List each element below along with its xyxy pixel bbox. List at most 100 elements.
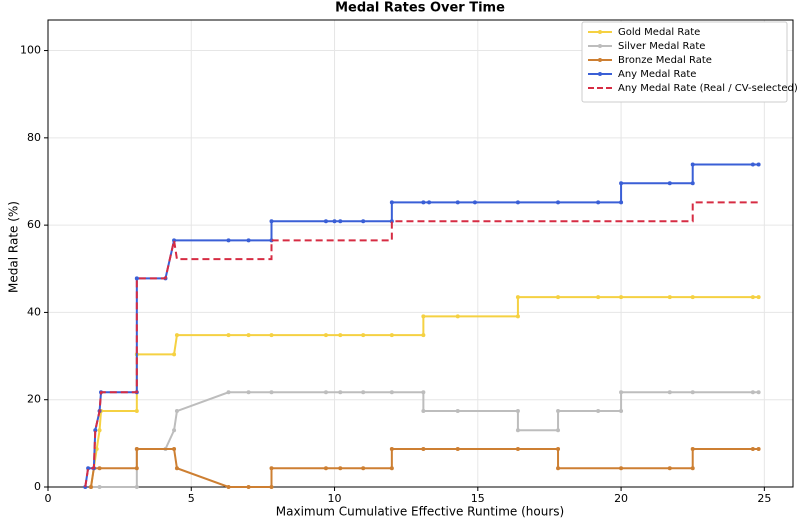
point <box>361 390 366 395</box>
y-tick-label: 20 <box>27 393 41 406</box>
point <box>338 333 343 338</box>
point <box>323 466 328 471</box>
point <box>556 447 561 452</box>
x-tick-label: 5 <box>188 492 195 505</box>
point <box>361 466 366 471</box>
point <box>389 466 394 471</box>
x-tick-label: 0 <box>45 492 52 505</box>
y-tick-label: 40 <box>27 305 41 318</box>
point <box>667 181 672 186</box>
point <box>421 447 426 452</box>
point <box>269 219 274 224</box>
point <box>361 333 366 338</box>
point <box>174 333 179 338</box>
point <box>619 466 624 471</box>
point <box>323 333 328 338</box>
legend-label: Any Medal Rate <box>618 69 696 80</box>
legend-box <box>581 21 788 103</box>
legend-marker <box>598 58 602 62</box>
point <box>756 295 761 300</box>
point <box>97 485 102 489</box>
x-tick-label: 20 <box>614 492 628 505</box>
point <box>619 409 624 414</box>
point <box>690 162 695 167</box>
point <box>269 485 274 489</box>
point <box>421 314 426 319</box>
point <box>88 485 93 489</box>
x-axis-label: Maximum Cumulative Effective Runtime (ho… <box>276 505 564 519</box>
point <box>750 447 755 452</box>
point <box>246 238 251 243</box>
chart-title: Medal Rates Over Time <box>335 1 505 16</box>
point <box>226 390 231 395</box>
point <box>246 333 251 338</box>
point <box>455 447 460 452</box>
point <box>134 485 139 489</box>
point <box>455 200 460 205</box>
y-tick-label: 0 <box>34 480 41 493</box>
point <box>269 466 274 471</box>
point <box>750 390 755 395</box>
point <box>619 390 624 395</box>
point <box>389 333 394 338</box>
legend-label: Bronze Medal Rate <box>618 55 712 66</box>
point <box>515 295 520 300</box>
point <box>596 409 601 414</box>
point <box>556 200 561 205</box>
point <box>97 428 102 433</box>
point <box>556 428 561 433</box>
point <box>756 162 761 167</box>
point <box>690 466 695 471</box>
point <box>134 447 139 452</box>
point <box>389 447 394 452</box>
point <box>226 238 231 243</box>
point <box>421 333 426 338</box>
point <box>246 485 251 489</box>
point <box>556 466 561 471</box>
point <box>596 295 601 300</box>
series-line <box>89 296 759 488</box>
point <box>619 295 624 300</box>
point <box>472 200 477 205</box>
y-tick-label: 60 <box>27 218 41 231</box>
point <box>515 200 520 205</box>
point <box>389 390 394 395</box>
y-tick-label: 80 <box>27 131 41 144</box>
legend-marker <box>598 44 602 48</box>
point <box>97 466 102 471</box>
series-line <box>84 163 759 488</box>
point <box>515 428 520 433</box>
point <box>619 200 624 205</box>
point <box>667 390 672 395</box>
point <box>455 409 460 414</box>
point <box>269 333 274 338</box>
point <box>455 314 460 319</box>
point <box>667 466 672 471</box>
point <box>172 352 177 357</box>
point <box>332 219 337 224</box>
point <box>134 276 139 281</box>
legend-label: Silver Medal Rate <box>618 41 705 52</box>
point <box>690 295 695 300</box>
point <box>323 390 328 395</box>
point <box>750 162 755 167</box>
x-tick-label: 25 <box>757 492 771 505</box>
point <box>515 314 520 319</box>
point <box>756 390 761 395</box>
y-axis-label: Medal Rate (%) <box>7 201 21 293</box>
point <box>421 409 426 414</box>
point <box>226 333 231 338</box>
point <box>134 466 139 471</box>
legend-marker <box>598 72 602 76</box>
legend-label: Gold Medal Rate <box>618 27 700 38</box>
y-tick-label: 100 <box>20 44 41 57</box>
point <box>690 447 695 452</box>
point <box>338 390 343 395</box>
point <box>427 200 432 205</box>
point <box>174 466 179 471</box>
point <box>619 181 624 186</box>
series-line <box>84 201 759 488</box>
point <box>323 219 328 224</box>
point <box>690 390 695 395</box>
